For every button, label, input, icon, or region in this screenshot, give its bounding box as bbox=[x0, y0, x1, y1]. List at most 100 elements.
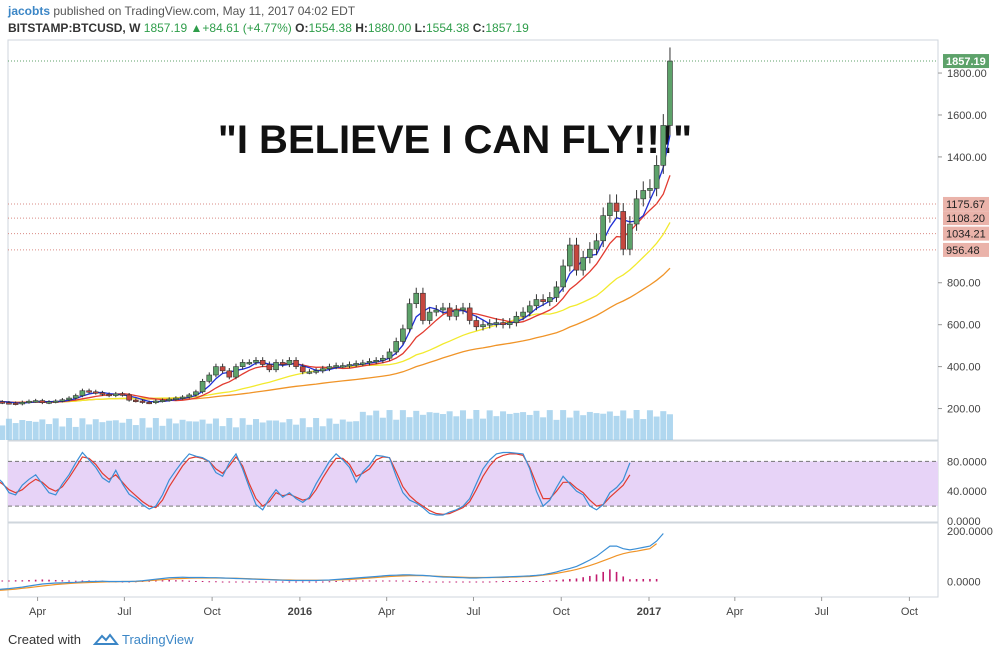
macd-histogram-bar bbox=[535, 580, 538, 582]
volume-bar bbox=[179, 419, 186, 440]
tradingview-brand[interactable]: TradingView bbox=[122, 632, 194, 647]
macd-histogram-bar bbox=[435, 581, 438, 583]
last-price-label-bg bbox=[943, 54, 989, 69]
volume-bar bbox=[520, 412, 527, 440]
low-label: L: bbox=[414, 21, 426, 35]
price-chart[interactable]: "I BELIEVE I CAN FLY!!!" 200.00 400.00 600.… bbox=[0, 0, 1002, 625]
macd-histogram-bar bbox=[455, 581, 458, 583]
macd-histogram-bar bbox=[629, 579, 631, 582]
macd-histogram-bar bbox=[422, 581, 424, 583]
volume-bar bbox=[259, 422, 266, 440]
price-tick-label: 800.00 bbox=[947, 278, 981, 290]
candle-body bbox=[366, 361, 373, 364]
volume-bar bbox=[613, 415, 620, 440]
volume-bar bbox=[25, 421, 32, 440]
volume-bar bbox=[219, 426, 226, 440]
symbol-label: BITSTAMP:BTCUSD, W bbox=[8, 21, 141, 35]
volume-bar bbox=[119, 422, 126, 440]
volume-bar bbox=[106, 420, 113, 440]
volume-bar bbox=[393, 419, 400, 440]
volume-bar bbox=[186, 421, 193, 440]
candle-body bbox=[219, 366, 226, 372]
volume-bar bbox=[533, 410, 540, 440]
macd-histogram-bar bbox=[542, 580, 544, 582]
volume-bar bbox=[146, 427, 153, 440]
volume-bar bbox=[526, 414, 533, 440]
macd-histogram-bar bbox=[362, 580, 364, 582]
volume-bar bbox=[192, 421, 199, 440]
candle-body bbox=[233, 366, 239, 378]
candle-body bbox=[426, 311, 433, 321]
time-tick-label: Jul bbox=[117, 606, 131, 618]
candle-body bbox=[473, 320, 480, 328]
volume-bar bbox=[493, 416, 500, 440]
macd-histogram-bar bbox=[281, 581, 284, 583]
price-change: +84.61 (+4.77%) bbox=[202, 21, 292, 35]
candle-body bbox=[6, 402, 12, 405]
candle-body bbox=[166, 398, 172, 401]
level-label: 1175.67 bbox=[946, 199, 985, 211]
rsi-tick-label: 80.0000 bbox=[947, 456, 987, 468]
candle-body bbox=[573, 244, 580, 271]
volume-bar bbox=[92, 419, 99, 440]
time-tick-label: Apr bbox=[29, 606, 46, 618]
macd-histogram-bar bbox=[495, 581, 498, 583]
price-tick-label: 1800.00 bbox=[947, 68, 987, 80]
volume-bar bbox=[513, 412, 520, 440]
main-pane-frame bbox=[7, 39, 939, 441]
candle-body bbox=[506, 322, 513, 325]
macd-histogram-bar bbox=[14, 580, 17, 582]
author-name[interactable]: jacobts bbox=[8, 4, 51, 18]
high-label: H: bbox=[355, 21, 368, 35]
volume-bar bbox=[12, 423, 19, 440]
volume-bar bbox=[0, 425, 6, 440]
candle-body bbox=[32, 400, 39, 403]
candle-body bbox=[406, 303, 413, 330]
candle-body bbox=[239, 362, 246, 367]
price-tick-label: 1600.00 bbox=[947, 110, 987, 122]
macd-histogram-bar bbox=[228, 581, 231, 583]
volume-bar bbox=[633, 410, 640, 440]
candle-body bbox=[0, 401, 6, 404]
macd-histogram-bar bbox=[402, 580, 404, 582]
published-text: published on TradingView.com, May 11, 20… bbox=[53, 4, 356, 18]
rsi-line bbox=[0, 451, 631, 516]
macd-histogram-bar bbox=[555, 579, 558, 582]
rsi-tick-label: 0.0000 bbox=[947, 516, 981, 528]
volume-bar bbox=[466, 418, 473, 440]
candle-body bbox=[486, 323, 493, 326]
macd-histogram-bar bbox=[589, 575, 591, 582]
macd-histogram-bar bbox=[642, 578, 645, 582]
macd-histogram-bar bbox=[335, 580, 337, 582]
candle-body bbox=[440, 307, 446, 311]
candle-body bbox=[339, 365, 346, 368]
macd-line bbox=[0, 533, 664, 590]
volume-bar bbox=[426, 412, 433, 440]
candle-body bbox=[546, 297, 553, 302]
macd-histogram-bar bbox=[348, 580, 351, 582]
candle-body bbox=[500, 322, 506, 325]
created-with-label: Created with bbox=[8, 632, 81, 647]
candle-body bbox=[373, 360, 379, 363]
volume-bar bbox=[459, 410, 466, 440]
low-value: 1554.38 bbox=[425, 21, 470, 35]
candle-body bbox=[19, 401, 26, 405]
time-tick-label: 2016 bbox=[288, 606, 312, 618]
macd-histogram-bar bbox=[609, 569, 611, 582]
volume-bar bbox=[560, 410, 567, 440]
candle-body bbox=[466, 307, 473, 321]
volume-bar bbox=[306, 427, 313, 440]
volume-bar bbox=[339, 419, 346, 440]
candle-body bbox=[333, 365, 339, 368]
candle-body bbox=[253, 360, 259, 363]
sma-long-line bbox=[0, 267, 671, 404]
volume-bar bbox=[666, 414, 673, 440]
volume-bar bbox=[152, 418, 159, 440]
volume-bar bbox=[366, 415, 373, 440]
macd-histogram-bar bbox=[181, 580, 184, 582]
macd-histogram-bar bbox=[54, 579, 57, 582]
candle-body bbox=[446, 307, 453, 317]
candle-body bbox=[620, 211, 627, 250]
candle-body bbox=[319, 368, 326, 372]
volume-bar bbox=[346, 421, 353, 440]
